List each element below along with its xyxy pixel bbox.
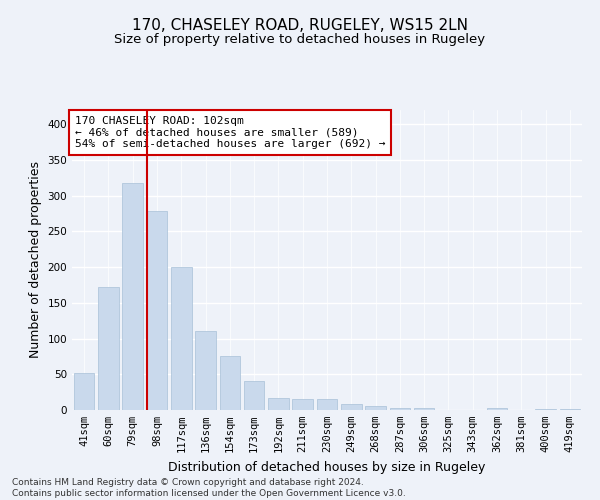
Bar	[268, 398, 289, 410]
Bar	[74, 373, 94, 410]
Bar	[122, 183, 143, 410]
Y-axis label: Number of detached properties: Number of detached properties	[29, 162, 42, 358]
Bar	[487, 408, 508, 410]
Bar	[389, 408, 410, 410]
Bar	[171, 267, 191, 410]
Bar	[146, 212, 167, 410]
Bar	[560, 408, 580, 410]
Bar	[535, 408, 556, 410]
Text: 170, CHASELEY ROAD, RUGELEY, WS15 2LN: 170, CHASELEY ROAD, RUGELEY, WS15 2LN	[132, 18, 468, 32]
Text: Contains HM Land Registry data © Crown copyright and database right 2024.
Contai: Contains HM Land Registry data © Crown c…	[12, 478, 406, 498]
Bar	[195, 332, 216, 410]
Bar	[317, 398, 337, 410]
Text: 170 CHASELEY ROAD: 102sqm
← 46% of detached houses are smaller (589)
54% of semi: 170 CHASELEY ROAD: 102sqm ← 46% of detac…	[74, 116, 385, 149]
Bar	[98, 287, 119, 410]
Bar	[244, 382, 265, 410]
Bar	[220, 356, 240, 410]
Text: Size of property relative to detached houses in Rugeley: Size of property relative to detached ho…	[115, 32, 485, 46]
X-axis label: Distribution of detached houses by size in Rugeley: Distribution of detached houses by size …	[169, 460, 485, 473]
Bar	[365, 406, 386, 410]
Bar	[341, 404, 362, 410]
Bar	[292, 398, 313, 410]
Bar	[414, 408, 434, 410]
